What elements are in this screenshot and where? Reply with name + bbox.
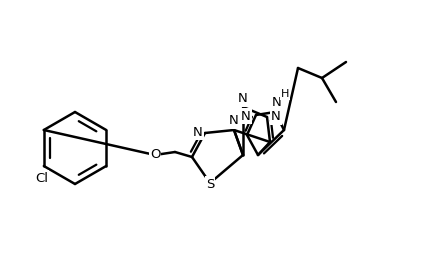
Text: S: S (206, 177, 214, 191)
Text: O: O (150, 148, 160, 161)
Text: N: N (271, 110, 281, 123)
Text: N: N (229, 114, 239, 127)
Text: N: N (238, 93, 248, 106)
Text: Cl: Cl (35, 171, 48, 184)
Text: N: N (272, 96, 282, 109)
Text: N: N (241, 110, 251, 123)
Text: N: N (193, 126, 203, 139)
Text: H: H (281, 89, 289, 99)
